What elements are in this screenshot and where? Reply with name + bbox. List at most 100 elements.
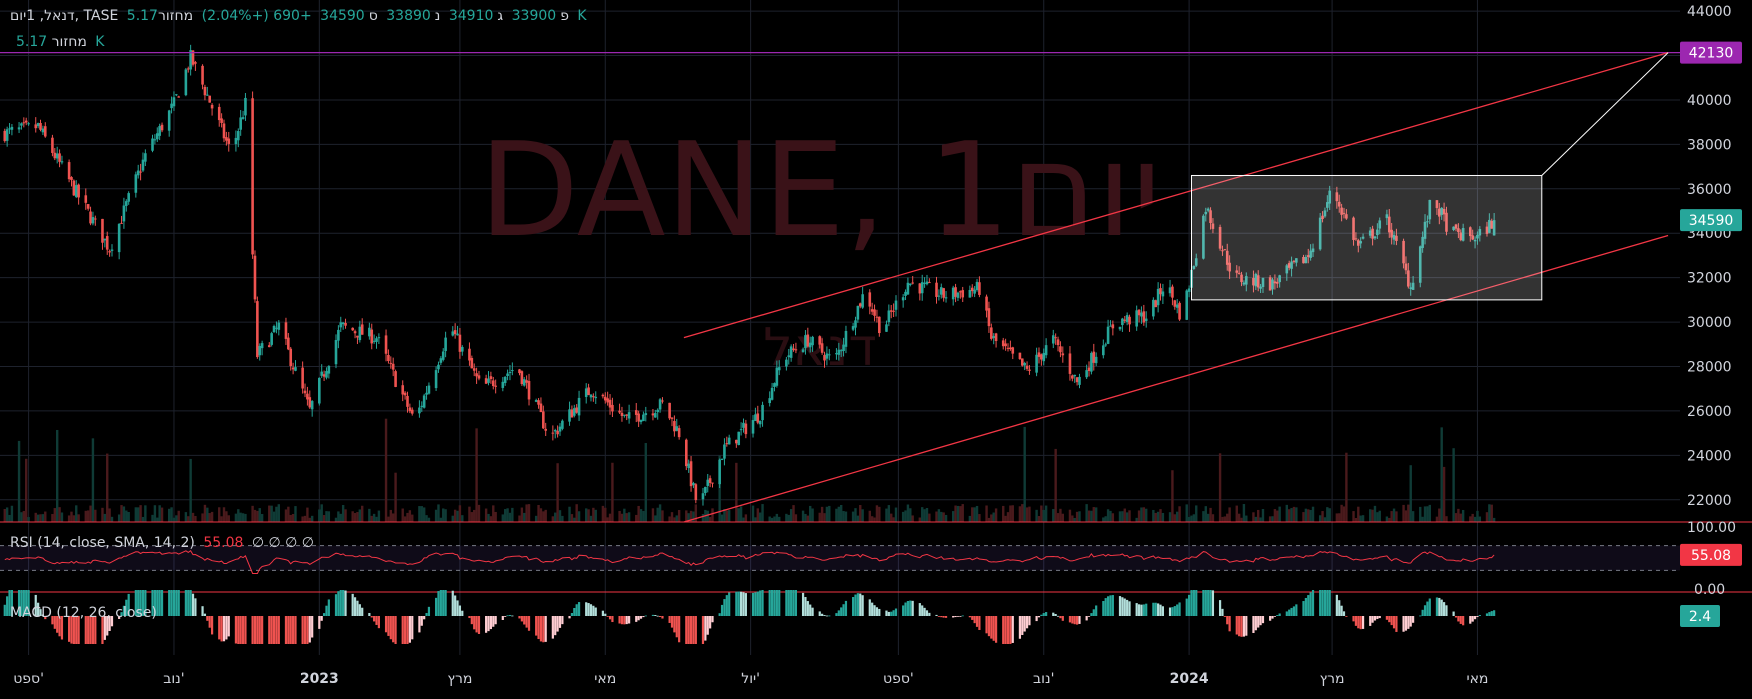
- volume-bar: [539, 508, 543, 522]
- volume-bar: [420, 506, 423, 522]
- volume-bar: [1402, 504, 1405, 522]
- volume-bar: [351, 511, 354, 522]
- macd-bar: [925, 610, 929, 616]
- volume-bar: [1357, 506, 1360, 522]
- candle-body: [1109, 325, 1112, 327]
- volume-bar: [1354, 517, 1358, 522]
- connector-line: [1541, 52, 1669, 176]
- volume-bar: [44, 511, 47, 522]
- time-tick-label: 2023: [300, 671, 339, 687]
- volume-bar: [301, 516, 304, 522]
- candle-body: [1371, 228, 1374, 239]
- candle-body: [1025, 365, 1029, 369]
- volume-bar: [675, 515, 678, 522]
- volume-bar: [651, 508, 655, 522]
- candle-body: [854, 320, 857, 328]
- candle-body: [234, 137, 238, 145]
- volume-bar: [868, 510, 871, 522]
- candle-body: [301, 367, 304, 389]
- macd-bar: [561, 616, 564, 625]
- volume-bar: [1257, 509, 1260, 522]
- candle-body: [985, 296, 988, 311]
- macd-bar: [1276, 615, 1279, 616]
- macd-bar: [303, 616, 307, 644]
- macd-bar: [10, 590, 14, 616]
- volume-bar: [341, 505, 345, 522]
- volume-bar: [1195, 505, 1198, 522]
- volume-bar: [106, 453, 109, 522]
- candle-body: [256, 301, 259, 358]
- candle-body: [501, 381, 505, 388]
- volume-bar: [1011, 505, 1014, 522]
- volume-bar: [1423, 506, 1427, 522]
- macd-bar: [856, 593, 859, 616]
- candle-body: [1161, 291, 1165, 297]
- volume-bar: [1371, 509, 1374, 522]
- macd-bar: [1021, 616, 1024, 635]
- volume-bar: [84, 510, 87, 522]
- volume-bar: [787, 514, 790, 522]
- candle-body: [725, 443, 729, 445]
- macd-bar: [377, 616, 380, 629]
- candle-body: [403, 392, 407, 396]
- macd-bar: [368, 612, 371, 616]
- macd-bar: [394, 616, 397, 644]
- candle-body: [141, 159, 145, 171]
- macd-bar: [206, 616, 209, 621]
- candle-body: [358, 326, 362, 341]
- macd-bar: [711, 616, 714, 623]
- volume-bar: [1259, 517, 1262, 522]
- macd-bar: [1240, 616, 1243, 637]
- volume-bar: [153, 505, 157, 522]
- candle-body: [654, 413, 657, 418]
- volume-bar: [1290, 508, 1293, 522]
- volume-bar: [973, 507, 976, 522]
- macd-bar: [294, 616, 297, 644]
- candle-body: [160, 124, 164, 131]
- grid-lines: [0, 0, 1680, 655]
- volume-bar: [1173, 514, 1177, 522]
- macd-bar: [158, 590, 161, 616]
- candle-body: [1106, 326, 1110, 344]
- macd-bar: [1302, 601, 1305, 616]
- macd-bar: [658, 616, 662, 617]
- candle-body: [308, 397, 312, 408]
- candle-body: [756, 413, 760, 423]
- volume-bar: [394, 472, 397, 522]
- macd-bar: [301, 616, 304, 644]
- candle-body: [761, 404, 764, 421]
- candle-body: [687, 463, 690, 469]
- candle-body: [201, 65, 204, 85]
- candle-body: [356, 335, 359, 338]
- candle-body: [1421, 236, 1424, 248]
- macd-bar: [1307, 595, 1310, 616]
- macd-bar: [1454, 616, 1458, 618]
- volume-bar: [1206, 513, 1210, 522]
- macd-bar: [885, 610, 888, 616]
- macd-bar: [940, 616, 943, 618]
- macd-last-label-bg: [1680, 605, 1720, 627]
- candle-body: [67, 162, 71, 180]
- macd-bar: [573, 607, 576, 616]
- volume-bar: [1311, 506, 1315, 522]
- macd-bar: [258, 616, 261, 644]
- volume-bar: [356, 512, 359, 522]
- macd-bar: [292, 616, 295, 644]
- volume-bar: [1395, 511, 1398, 522]
- candle-body: [1020, 358, 1024, 366]
- candle-body: [334, 340, 338, 365]
- macd-bar: [890, 611, 893, 616]
- candle-body: [589, 394, 593, 398]
- candle-body: [1368, 230, 1372, 236]
- macd-bar: [22, 590, 25, 616]
- candle-body: [878, 316, 881, 334]
- volume-bar: [1137, 510, 1141, 522]
- candle-body: [1035, 354, 1038, 373]
- candle-body: [384, 335, 388, 354]
- macd-bar: [356, 600, 359, 616]
- candle-body: [1185, 290, 1189, 320]
- volume-bar: [701, 513, 705, 522]
- macd-bar: [454, 595, 457, 616]
